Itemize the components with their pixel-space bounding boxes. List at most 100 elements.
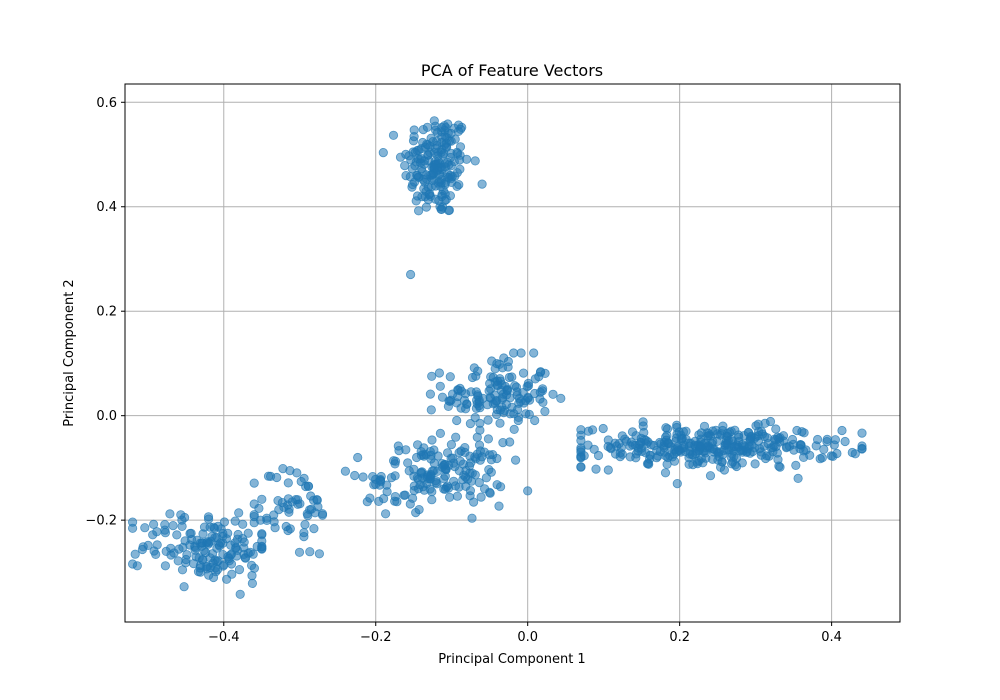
scatter-point	[615, 451, 625, 462]
scatter-point	[283, 525, 293, 536]
scatter-point	[707, 454, 718, 464]
scatter-point	[446, 161, 456, 171]
scatter-point	[598, 423, 608, 434]
scatter-point	[611, 441, 622, 451]
x-axis-label: Principal Component 1	[438, 652, 585, 667]
scatter-point	[160, 525, 170, 535]
scatter-point	[443, 460, 454, 471]
scatter-point	[247, 578, 257, 589]
scatter-point	[368, 471, 378, 482]
scatter-point	[400, 161, 410, 171]
scatter-point	[413, 206, 424, 216]
scatter-point	[177, 521, 187, 532]
scatter-point	[455, 164, 465, 174]
scatter-point	[505, 437, 515, 447]
scatter-point	[591, 464, 601, 474]
scatter-point	[427, 435, 437, 445]
scatter-point	[840, 436, 850, 447]
scatter-point	[475, 418, 485, 428]
scatter-point	[460, 472, 471, 482]
x-tick-label: 0.4	[821, 630, 842, 645]
scatter-point	[811, 441, 821, 451]
scatter-point	[830, 435, 841, 445]
y-tick-label: 0.4	[96, 200, 117, 215]
scatter-point	[441, 194, 451, 205]
scatter-point	[283, 494, 293, 504]
scatter-point	[474, 440, 485, 450]
scatter-point	[513, 412, 524, 422]
scatter-point	[510, 455, 521, 465]
scatter-point	[223, 528, 233, 538]
scatter-point	[444, 205, 454, 215]
scatter-point	[603, 465, 613, 475]
scatter-point	[628, 440, 638, 450]
scatter-point	[537, 386, 548, 396]
scatter-point	[793, 473, 803, 483]
y-axis-label: Principal Component 2	[62, 279, 77, 426]
scatter-point	[850, 449, 860, 459]
scatter-point	[152, 540, 162, 550]
scatter-point	[272, 472, 282, 483]
scatter-point	[737, 458, 747, 468]
scatter-point	[719, 465, 730, 475]
scatter-point	[412, 171, 423, 181]
scatter-point	[185, 528, 195, 539]
scatter-point	[202, 564, 212, 574]
scatter-point	[465, 418, 475, 429]
scatter-point	[817, 453, 827, 463]
y-tick-label: 0.0	[96, 409, 117, 424]
scatter-point	[173, 556, 183, 566]
scatter-point	[684, 441, 695, 451]
scatter-point	[252, 541, 262, 552]
scatter-point	[388, 130, 399, 140]
scatter-point	[235, 589, 245, 599]
x-tick-label: 0.0	[517, 630, 538, 645]
scatter-point	[181, 554, 191, 565]
scatter-point	[750, 459, 760, 469]
scatter-point	[425, 389, 435, 399]
scatter-point	[240, 553, 250, 563]
scatter-point	[340, 466, 350, 476]
scatter-point	[742, 447, 752, 457]
scatter-point	[456, 403, 466, 413]
scatter-point	[444, 492, 455, 502]
scatter-point	[454, 482, 464, 492]
scatter-point	[418, 125, 428, 135]
scatter-point	[495, 482, 506, 492]
plot-frame	[124, 83, 901, 623]
scatter-point	[216, 538, 226, 548]
scatter-point	[257, 494, 267, 504]
scatter-point	[216, 524, 226, 534]
scatter-point	[435, 428, 445, 438]
scatter-point	[407, 493, 418, 503]
scatter-point	[494, 501, 504, 511]
scatter-point	[476, 492, 486, 502]
scatter-point	[418, 137, 428, 148]
scatter-point	[314, 549, 324, 559]
scatter-point	[239, 537, 249, 547]
scatter-point	[434, 196, 444, 206]
scatter-point	[484, 464, 494, 475]
scatter-point	[469, 363, 479, 373]
scatter-point	[208, 558, 218, 568]
scatter-point	[303, 510, 313, 521]
scatter-point	[445, 372, 455, 382]
scatter-point	[395, 152, 406, 162]
scatter-point	[460, 447, 470, 457]
scatter-point	[270, 523, 280, 533]
scatter-point	[665, 450, 675, 461]
scatter-point	[676, 447, 686, 457]
scatter-point	[631, 449, 641, 459]
scatter-point	[505, 409, 515, 419]
scatter-point	[492, 453, 502, 464]
scatter-point	[177, 565, 188, 575]
scatter-point	[313, 502, 323, 512]
x-axis-ticks: −0.4 −0.2 0.0 0.2 0.4	[208, 622, 842, 645]
scatter-point	[638, 417, 648, 427]
scatter-point	[299, 473, 309, 483]
scatter-point	[512, 390, 522, 400]
scatter-point	[770, 434, 780, 444]
scatter-point	[295, 499, 305, 509]
scatter-point	[483, 434, 493, 444]
scatter-point	[437, 165, 447, 175]
